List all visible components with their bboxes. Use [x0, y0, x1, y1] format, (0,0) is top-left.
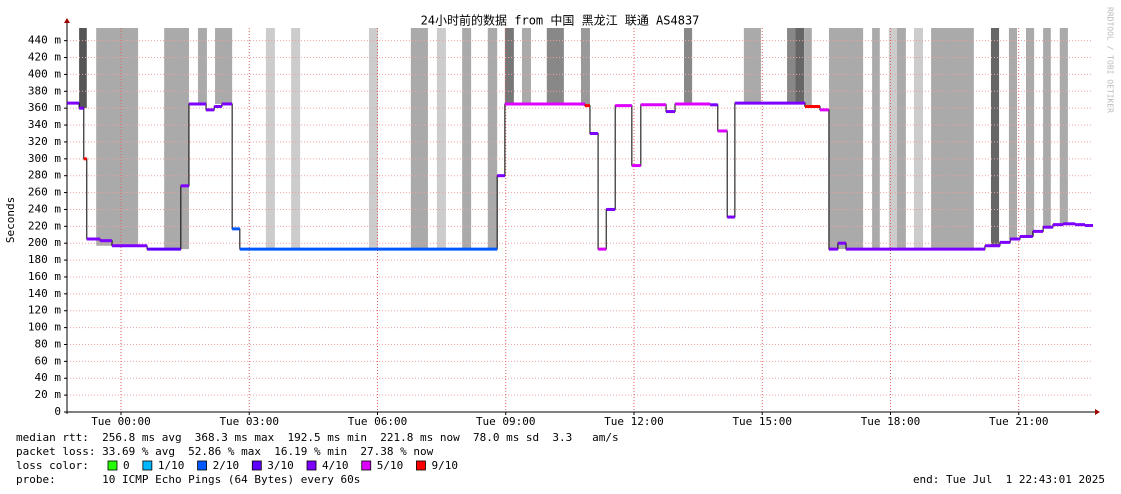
axis-arrow	[1095, 409, 1100, 415]
loss-period	[487, 28, 498, 250]
loss-period	[1026, 28, 1035, 237]
y-tick-label: 140 m	[28, 287, 61, 300]
probe-info: probe: 10 ICMP Echo Pings (64 Bytes) eve…	[16, 473, 360, 486]
loss-period	[265, 28, 275, 250]
x-tick-label: Tue 18:00	[861, 415, 921, 428]
loss-period	[804, 28, 812, 107]
legend-swatch	[306, 460, 317, 471]
loss-period	[787, 28, 796, 104]
loss-period	[291, 28, 301, 250]
y-tick-label: 100 m	[28, 321, 61, 334]
y-tick-label: 60 m	[35, 354, 62, 367]
y-tick-label: 300 m	[28, 152, 61, 165]
loss-period	[546, 28, 564, 104]
loss-period	[580, 28, 590, 106]
loss-period	[215, 28, 233, 104]
loss-period	[1059, 28, 1068, 224]
loss-period	[197, 28, 207, 104]
y-tick-label: 40 m	[35, 371, 62, 384]
y-tick-label: 220 m	[28, 219, 61, 232]
y-tick-label: 0	[54, 405, 61, 418]
legend-title: loss color:	[16, 459, 89, 472]
y-axis-label: Seconds	[4, 197, 17, 243]
loss-period	[888, 28, 897, 250]
x-tick-label: Tue 09:00	[476, 415, 536, 428]
x-tick-label: Tue 06:00	[348, 415, 408, 428]
legend-swatch	[142, 460, 153, 471]
y-tick-label: 20 m	[35, 388, 62, 401]
loss-period	[743, 28, 761, 104]
y-tick-label: 200 m	[28, 236, 61, 249]
legend-label: 9/10	[431, 459, 458, 472]
y-tick-label: 260 m	[28, 186, 61, 199]
legend-label: 2/10	[213, 459, 240, 472]
loss-period	[931, 28, 974, 250]
loss-period	[436, 28, 446, 250]
x-tick-label: Tue 00:00	[91, 415, 151, 428]
loss-period	[872, 28, 880, 250]
end-time: end: Tue Jul 1 22:43:01 2025	[913, 473, 1105, 486]
loss-period	[164, 28, 189, 250]
loss-period	[462, 28, 472, 250]
loss-period	[410, 28, 428, 250]
x-tick-label: Tue 15:00	[732, 415, 792, 428]
legend-swatch	[107, 460, 118, 471]
legend-label: 0	[123, 459, 130, 472]
loss-period	[1043, 28, 1051, 228]
x-tick-label: Tue 21:00	[989, 415, 1049, 428]
chart-title: 24小时前的数据 from 中国 黑龙江 联通 AS4837	[421, 13, 700, 28]
y-tick-label: 360 m	[28, 101, 61, 114]
y-tick-label: 380 m	[28, 84, 61, 97]
y-tick-label: 320 m	[28, 135, 61, 148]
loss-period	[828, 28, 864, 250]
loss-period	[1008, 28, 1018, 239]
x-tick-label: Tue 03:00	[219, 415, 279, 428]
legend-label: 5/10	[377, 459, 404, 472]
loss-period	[368, 28, 378, 250]
loss-period	[504, 28, 514, 104]
y-tick-label: 160 m	[28, 270, 61, 283]
loss-period	[914, 28, 923, 250]
legend-swatch	[197, 460, 207, 471]
axis-arrow	[64, 18, 70, 23]
legend-label: 1/10	[158, 459, 185, 472]
loss-period	[521, 28, 531, 104]
y-tick-label: 440 m	[28, 34, 61, 47]
legend-swatch	[361, 460, 372, 471]
watermark: RRDTOOL / TOBI OETIKER	[1106, 7, 1115, 113]
y-tick-label: 340 m	[28, 118, 61, 131]
stats-line: packet loss: 33.69 % avg 52.86 % max 16.…	[16, 445, 434, 458]
loss-period	[79, 28, 87, 109]
y-tick-label: 80 m	[35, 337, 62, 350]
y-tick-label: 420 m	[28, 51, 61, 64]
loss-period	[990, 28, 1000, 246]
legend-swatch	[251, 460, 262, 471]
legend-swatch	[416, 460, 426, 471]
legend-label: 3/10	[267, 459, 294, 472]
y-tick-label: 400 m	[28, 67, 61, 80]
stats-line: median rtt: 256.8 ms avg 368.3 ms max 19…	[16, 431, 619, 444]
loss-period	[96, 28, 139, 246]
loss-period	[795, 28, 805, 104]
loss-period	[684, 28, 693, 104]
y-tick-label: 180 m	[28, 253, 61, 266]
y-tick-label: 280 m	[28, 169, 61, 182]
y-tick-label: 240 m	[28, 202, 61, 215]
loss-period	[896, 28, 906, 250]
y-tick-label: 120 m	[28, 304, 61, 317]
legend-label: 4/10	[322, 459, 349, 472]
x-tick-label: Tue 12:00	[604, 415, 664, 428]
